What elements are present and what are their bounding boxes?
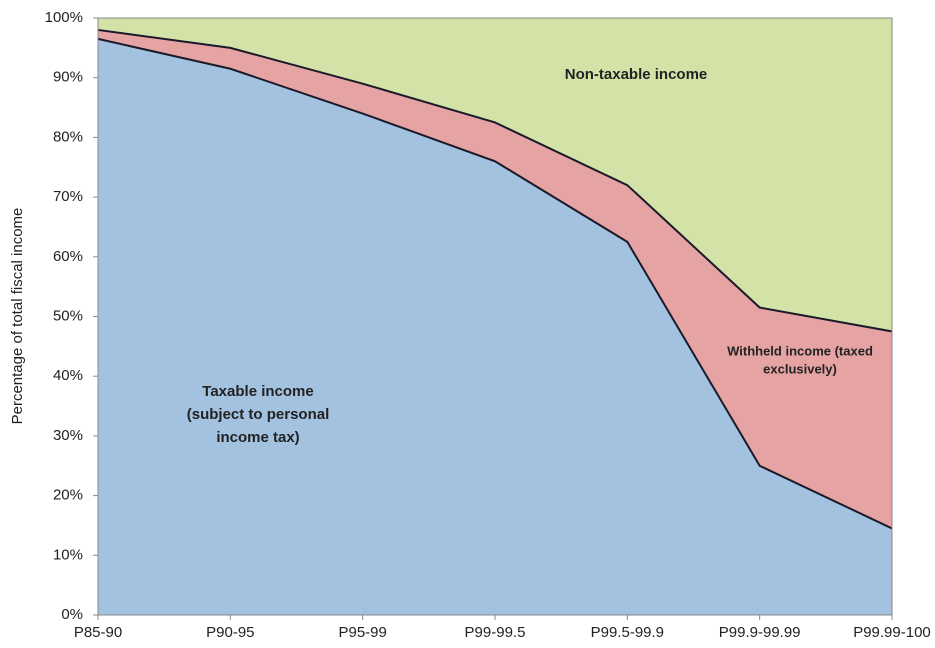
- y-tick-label: 40%: [53, 367, 83, 384]
- area-label: exclusively): [763, 361, 837, 376]
- y-tick-label: 60%: [53, 248, 83, 265]
- y-tick-label: 0%: [61, 606, 83, 623]
- y-tick-label: 70%: [53, 188, 83, 205]
- area-label: (subject to personal: [187, 406, 330, 423]
- x-tick-label: P99-99.5: [465, 624, 526, 641]
- area: [98, 38, 892, 615]
- y-tick-label: 20%: [53, 487, 83, 504]
- area-label: Withheld income (taxed: [727, 343, 873, 358]
- area-label: Taxable income: [202, 383, 313, 400]
- area: [98, 29, 892, 529]
- x-tick-label: P99.99-100: [853, 624, 931, 641]
- y-axis-label: Percentage of total fiscal income: [9, 208, 26, 425]
- y-tick-label: 80%: [53, 128, 83, 145]
- x-tick-label: P99.5-99.9: [591, 624, 664, 641]
- y-tick-label: 90%: [53, 69, 83, 86]
- area-label: income tax): [216, 429, 299, 446]
- y-tick-label: 100%: [45, 9, 83, 26]
- area-label: Non-taxable income: [565, 66, 708, 83]
- boundary-line: [97, 28, 893, 333]
- x-tick-label: P99.9-99.99: [719, 624, 801, 641]
- x-tick-label: P85-90: [74, 624, 122, 641]
- area: [98, 18, 892, 332]
- x-tick-label: P95-99: [338, 624, 386, 641]
- y-tick-label: 10%: [53, 546, 83, 563]
- boundary-line: [97, 37, 893, 530]
- y-tick-label: 50%: [53, 307, 83, 324]
- y-tick-label: 30%: [53, 427, 83, 444]
- x-tick-label: P90-95: [206, 624, 254, 641]
